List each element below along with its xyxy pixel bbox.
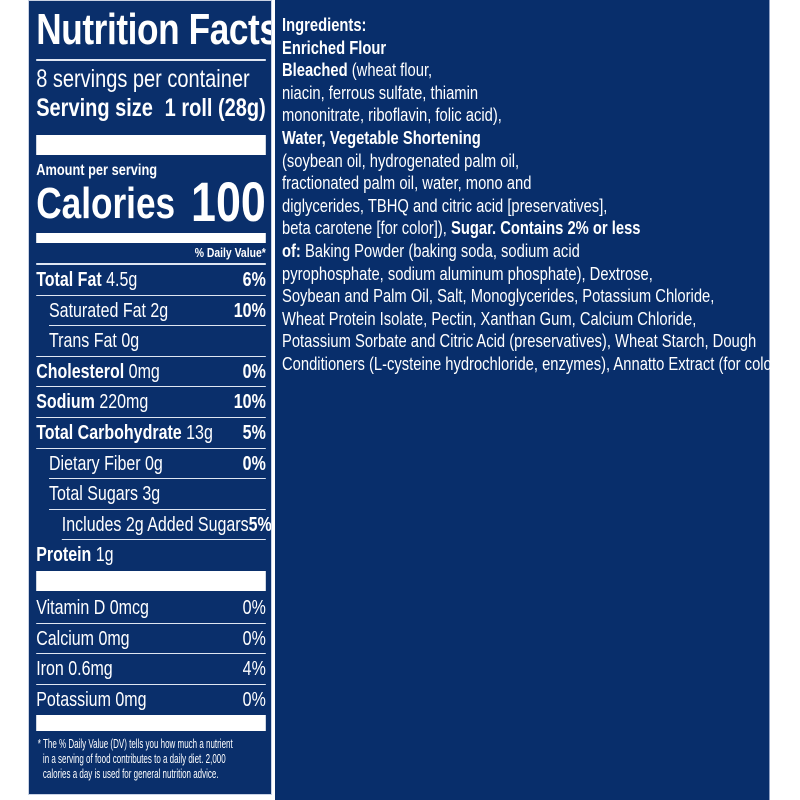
- nutrient-row: Saturated Fat 2g 10%: [49, 296, 266, 327]
- calories-value: 100: [191, 170, 266, 233]
- nutrient-row: Protein 1g: [36, 544, 114, 567]
- footnote-line: in a serving of food contributes to a da…: [42, 752, 226, 767]
- ingredients-panel: Ingredients: Enriched Flour Bleached (wh…: [275, 0, 786, 800]
- nutrient-row: Sodium 220mg 10%: [36, 387, 266, 418]
- vitamin-row: Vitamin D 0mcg 0%: [36, 593, 266, 624]
- nutrient-row: Dietary Fiber 0g 0%: [49, 449, 266, 480]
- nutrient-row: Total Sugars 3g: [49, 479, 266, 510]
- serving-size-label: Serving size: [36, 94, 153, 122]
- ingredients-text: Ingredients: Enriched Flour Bleached (wh…: [282, 15, 786, 374]
- nutrient-row: Total Fat 4.5g 6%: [36, 265, 266, 296]
- nutrient-row: Trans Fat 0g: [36, 326, 266, 357]
- footnote: * The % Daily Value (DV) tells you how m…: [36, 731, 266, 782]
- nutrition-title: Nutrition Facts: [36, 5, 272, 54]
- nutrient-row: Includes 2g Added Sugars 5%: [61, 510, 271, 541]
- servings-per-container: 8 servings per container: [36, 65, 250, 93]
- serving-size-value: 1 roll (28g): [164, 94, 266, 122]
- vitamin-row: Iron 0.6mg 4%: [36, 654, 266, 685]
- footnote-line: calories a day is used for general nutri…: [42, 767, 219, 782]
- daily-value-header: % Daily Value*: [36, 243, 266, 265]
- amount-per-serving: Amount per serving: [36, 162, 158, 179]
- nutrient-row: Cholesterol 0mg 0%: [36, 357, 266, 388]
- thick-divider: [36, 570, 266, 591]
- thick-divider: [36, 233, 266, 243]
- serving-size: Serving size 1 roll (28g): [36, 93, 266, 123]
- thick-divider: [36, 715, 266, 732]
- calories-row: Calories 100: [36, 174, 266, 230]
- vitamin-row: Potassium 0mg 0%: [36, 688, 266, 711]
- nutrition-facts-panel: Nutrition Facts 8 servings per container…: [28, 0, 272, 795]
- calories-label: Calories: [36, 179, 176, 228]
- divider: [36, 59, 266, 61]
- nutrient-row: Total Carbohydrate 13g 5%: [36, 418, 266, 449]
- vitamin-row: Calcium 0mg 0%: [36, 624, 266, 655]
- ingredients-heading: Ingredients:: [282, 15, 367, 35]
- footnote-line: * The % Daily Value (DV) tells you how m…: [37, 737, 233, 752]
- thick-divider: [36, 135, 266, 155]
